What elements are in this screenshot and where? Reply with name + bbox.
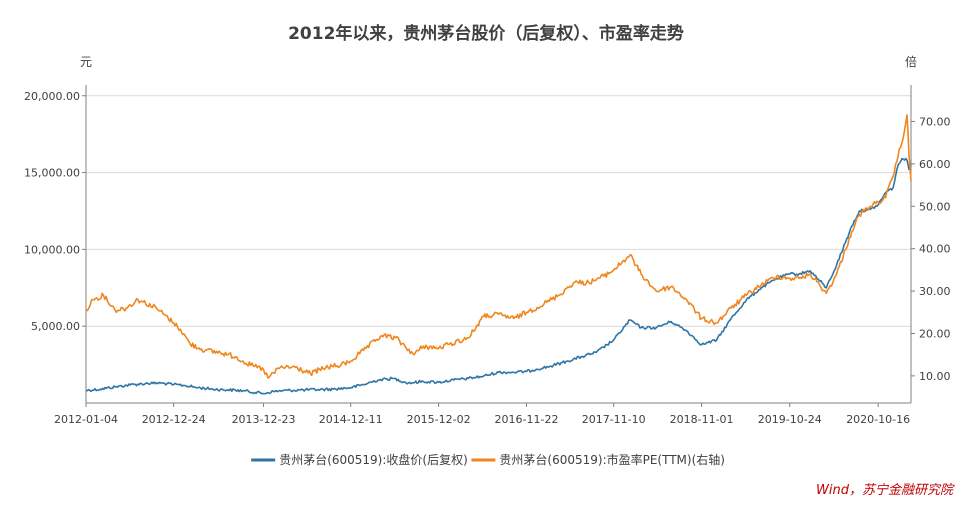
series-line-pe [85, 114, 912, 379]
x-tick-label: 2015-12-02 [407, 413, 471, 426]
legend: 贵州茅台(600519):收盘价(后复权) 贵州茅台(600519):市盈率PE(… [251, 452, 725, 467]
x-tick-label: 2017-11-10 [582, 413, 646, 426]
x-tick-label: 2016-11-22 [495, 413, 559, 426]
right-tick-label: 60.00 [919, 158, 951, 171]
left-tick-label: 5,000.00 [31, 320, 80, 333]
left-tick-label: 15,000.00 [24, 167, 80, 180]
right-tick-label: 70.00 [919, 115, 951, 128]
left-axis-unit: 元 [80, 55, 92, 69]
right-axis-unit: 倍 [905, 54, 917, 69]
x-tick-label: 2014-12-11 [319, 413, 383, 426]
x-tick-label: 2013-12-23 [232, 413, 296, 426]
source-note: Wind，苏宁金融研究院 [816, 482, 955, 498]
right-tick-label: 20.00 [919, 327, 951, 340]
series-layer [85, 114, 912, 395]
left-tick-label: 10,000.00 [24, 243, 80, 256]
x-tick-label: 2019-10-24 [758, 413, 822, 426]
x-tick-label: 2020-10-16 [846, 413, 910, 426]
x-tick-label: 2012-01-04 [54, 413, 118, 426]
grid-layer [86, 95, 911, 327]
x-tick-label: 2012-12-24 [142, 413, 206, 426]
left-tick-label: 20,000.00 [24, 90, 80, 103]
right-tick-label: 10.00 [919, 370, 951, 383]
series-line-price [85, 157, 912, 395]
axis-layer: 5,000.00 10,000.00 15,000.00 20,000.00 10.00… [24, 85, 951, 426]
x-tick-label: 2018-11-01 [670, 413, 734, 426]
right-tick-label: 50.00 [919, 200, 951, 213]
legend-label: 贵州茅台(600519):市盈率PE(TTM)(右轴) [499, 452, 725, 467]
legend-label: 贵州茅台(600519):收盘价(后复权) [279, 452, 468, 467]
right-tick-label: 30.00 [919, 285, 951, 298]
right-tick-label: 40.00 [919, 243, 951, 256]
chart-title: 2012年以来，贵州茅台股价（后复权）、市盈率走势 [288, 23, 684, 44]
